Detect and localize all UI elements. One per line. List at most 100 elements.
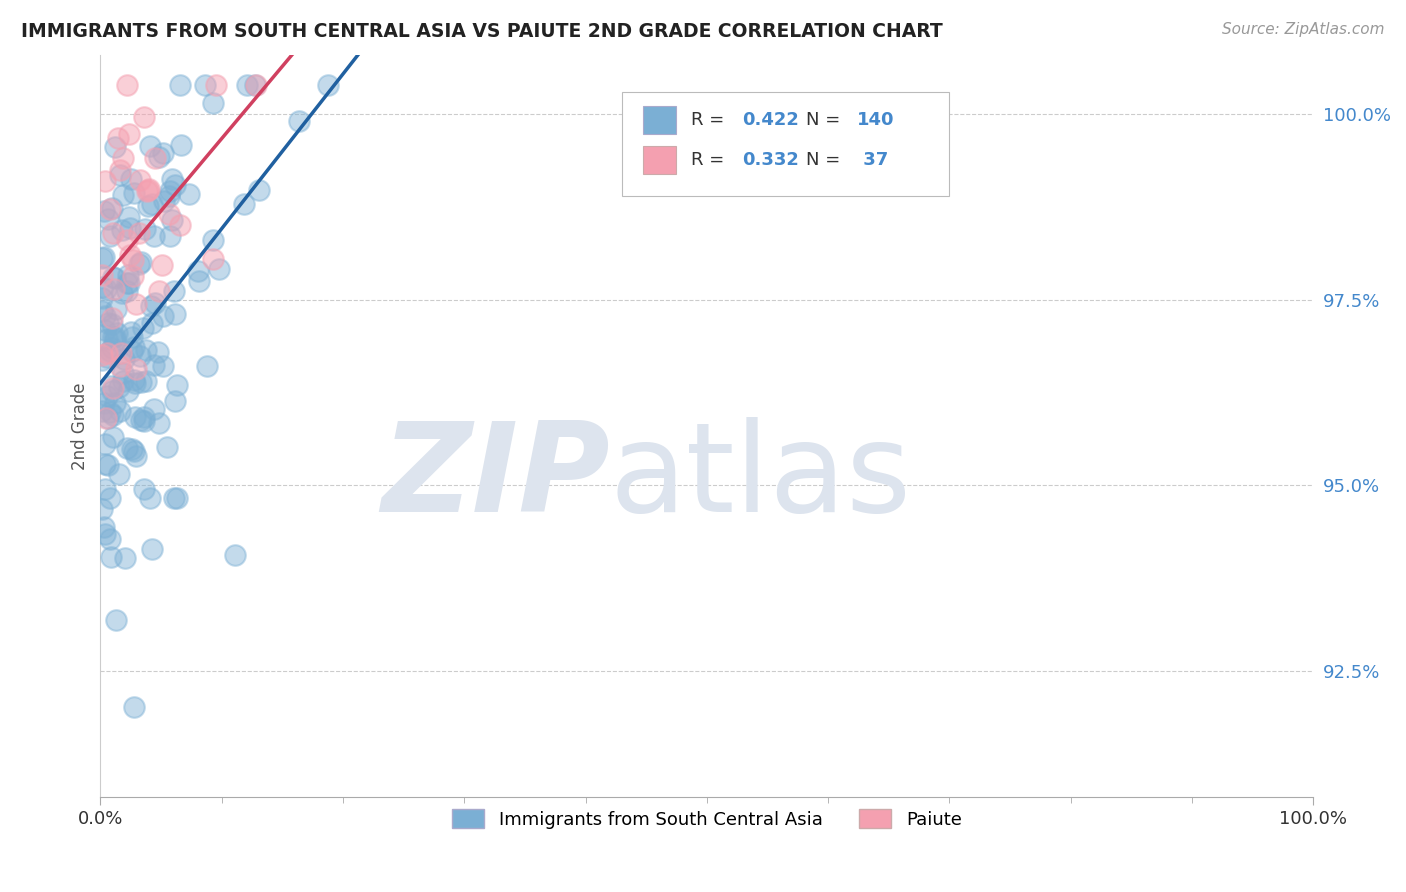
Text: 0.332: 0.332 <box>742 151 799 169</box>
Point <box>122 340 145 354</box>
Point <box>153 194 176 209</box>
Point <box>110 163 132 178</box>
Point <box>108 467 131 481</box>
Point <box>93 527 115 541</box>
Point <box>91 280 114 294</box>
Point <box>318 78 340 92</box>
Point <box>91 252 114 266</box>
Point <box>132 410 155 425</box>
Point <box>152 146 174 161</box>
Text: N =: N = <box>806 112 846 129</box>
Point <box>101 430 124 444</box>
Point <box>93 204 115 219</box>
Point <box>245 78 267 92</box>
Point <box>97 212 120 227</box>
Point <box>101 226 124 240</box>
Point <box>104 396 127 410</box>
Point <box>139 139 162 153</box>
Point <box>156 440 179 454</box>
Point <box>104 140 127 154</box>
Point <box>129 255 152 269</box>
Point <box>111 285 134 300</box>
Point <box>117 441 139 455</box>
Point <box>124 361 146 376</box>
Point <box>100 341 122 355</box>
Point <box>108 379 131 393</box>
Point <box>104 614 127 628</box>
Point <box>98 491 121 506</box>
Point <box>103 330 125 344</box>
Point <box>249 183 271 197</box>
Point <box>94 323 117 337</box>
Point <box>125 297 148 311</box>
Point <box>120 326 142 340</box>
Point <box>107 131 129 145</box>
Text: N =: N = <box>806 151 846 169</box>
Point <box>142 229 165 244</box>
Point <box>104 270 127 285</box>
Point <box>135 343 157 358</box>
Point <box>163 394 186 409</box>
Point <box>111 374 134 388</box>
Point <box>121 253 143 268</box>
Point <box>121 442 143 457</box>
Point <box>96 351 118 365</box>
Point <box>124 409 146 424</box>
Point <box>157 189 180 203</box>
Point <box>94 482 117 496</box>
Point <box>117 268 139 282</box>
Point <box>128 257 150 271</box>
Point <box>90 352 112 367</box>
Point <box>287 113 309 128</box>
Point <box>122 443 145 458</box>
Point <box>100 229 122 244</box>
Point <box>124 376 146 391</box>
Point <box>93 250 115 264</box>
Point <box>110 404 132 418</box>
Point <box>208 262 231 277</box>
Text: R =: R = <box>690 151 730 169</box>
Point <box>96 282 118 296</box>
Point <box>194 78 217 92</box>
Point <box>112 188 135 202</box>
Point <box>118 211 141 225</box>
Text: atlas: atlas <box>610 417 912 539</box>
Point <box>141 541 163 556</box>
Point <box>148 284 170 298</box>
Point <box>166 491 188 506</box>
Point <box>104 333 127 347</box>
Point <box>96 411 118 425</box>
Point <box>205 78 228 92</box>
Text: IMMIGRANTS FROM SOUTH CENTRAL ASIA VS PAIUTE 2ND GRADE CORRELATION CHART: IMMIGRANTS FROM SOUTH CENTRAL ASIA VS PA… <box>21 22 943 41</box>
Point <box>139 491 162 505</box>
Point <box>100 343 122 358</box>
Point <box>118 277 141 291</box>
Point <box>236 78 259 92</box>
Point <box>90 268 112 282</box>
Legend: Immigrants from South Central Asia, Paiute: Immigrants from South Central Asia, Paiu… <box>444 802 969 836</box>
Point <box>93 519 115 533</box>
Point <box>97 411 120 425</box>
Point <box>90 291 112 305</box>
Point <box>111 366 134 380</box>
Point <box>195 359 218 373</box>
Point <box>134 414 156 428</box>
Point <box>143 151 166 165</box>
Bar <box>643 106 676 135</box>
Point <box>124 186 146 200</box>
Point <box>122 373 145 387</box>
Point <box>188 274 211 288</box>
FancyBboxPatch shape <box>621 92 949 196</box>
Point <box>152 310 174 324</box>
Point <box>115 284 138 298</box>
Point <box>100 379 122 393</box>
Point <box>129 173 152 187</box>
Point <box>101 408 124 422</box>
Text: 140: 140 <box>858 112 894 129</box>
Point <box>90 404 112 418</box>
Point <box>134 222 156 236</box>
Point <box>163 178 186 193</box>
Point <box>128 226 150 240</box>
Point <box>143 296 166 310</box>
Point <box>121 268 143 283</box>
